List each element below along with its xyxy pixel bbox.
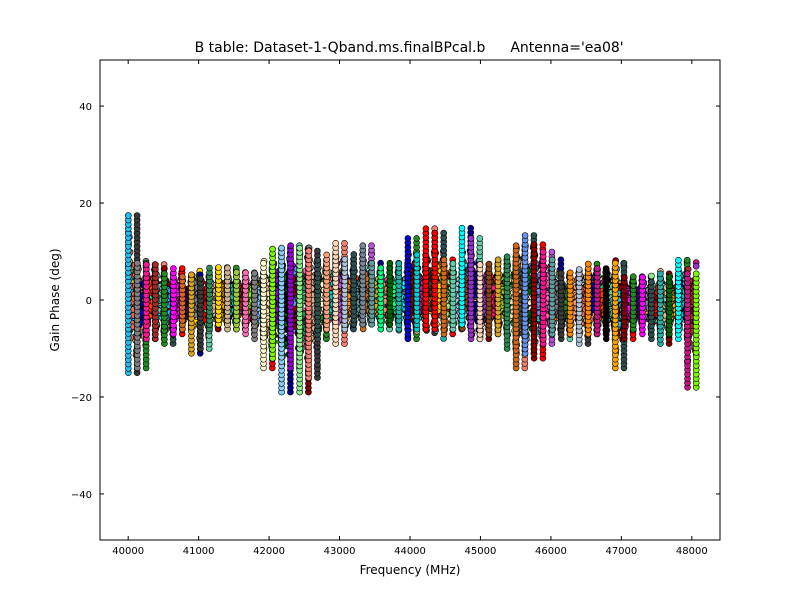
data-point [458, 224, 466, 232]
data-point [269, 245, 276, 253]
data-point [386, 259, 394, 267]
data-point [233, 269, 240, 276]
data-point [314, 247, 321, 255]
data-point [476, 235, 484, 242]
data-point [467, 224, 475, 232]
data-point [125, 212, 132, 219]
data-point [440, 229, 448, 237]
data-point [143, 261, 150, 268]
data-point [287, 242, 294, 249]
data-point [215, 264, 222, 271]
data-point [377, 264, 385, 272]
data-point [494, 256, 502, 264]
data-point [368, 242, 375, 249]
data-point [152, 261, 159, 268]
data-point [467, 235, 475, 242]
data-point [134, 259, 141, 267]
data-point [260, 259, 267, 267]
data-point [368, 259, 376, 267]
data-point [332, 240, 340, 247]
data-point [133, 212, 141, 219]
data-point [242, 269, 249, 277]
data-point [197, 275, 204, 283]
data-point [485, 260, 493, 268]
data-point [449, 260, 457, 267]
data-point [350, 251, 358, 258]
data-point [395, 260, 403, 267]
data-point [251, 269, 258, 277]
data-point [170, 265, 177, 272]
data-point [341, 240, 348, 247]
data-point [206, 264, 213, 272]
data-point [422, 225, 430, 232]
data-point [404, 235, 412, 242]
data-point [296, 244, 304, 252]
data-point [476, 261, 484, 268]
data-point [341, 255, 349, 263]
data-point [305, 247, 313, 255]
data-point [224, 264, 231, 272]
data-point [413, 235, 420, 242]
data-point [179, 273, 186, 281]
data-point [161, 270, 168, 278]
data-point [359, 242, 367, 249]
data-point [323, 251, 331, 259]
data-point [178, 265, 186, 272]
data-point [413, 251, 421, 259]
data-point [440, 256, 448, 264]
data-point [431, 229, 439, 237]
data-point [188, 271, 195, 279]
data-point [278, 244, 285, 252]
data-point [314, 256, 322, 264]
data-points-layer [125, 212, 700, 396]
